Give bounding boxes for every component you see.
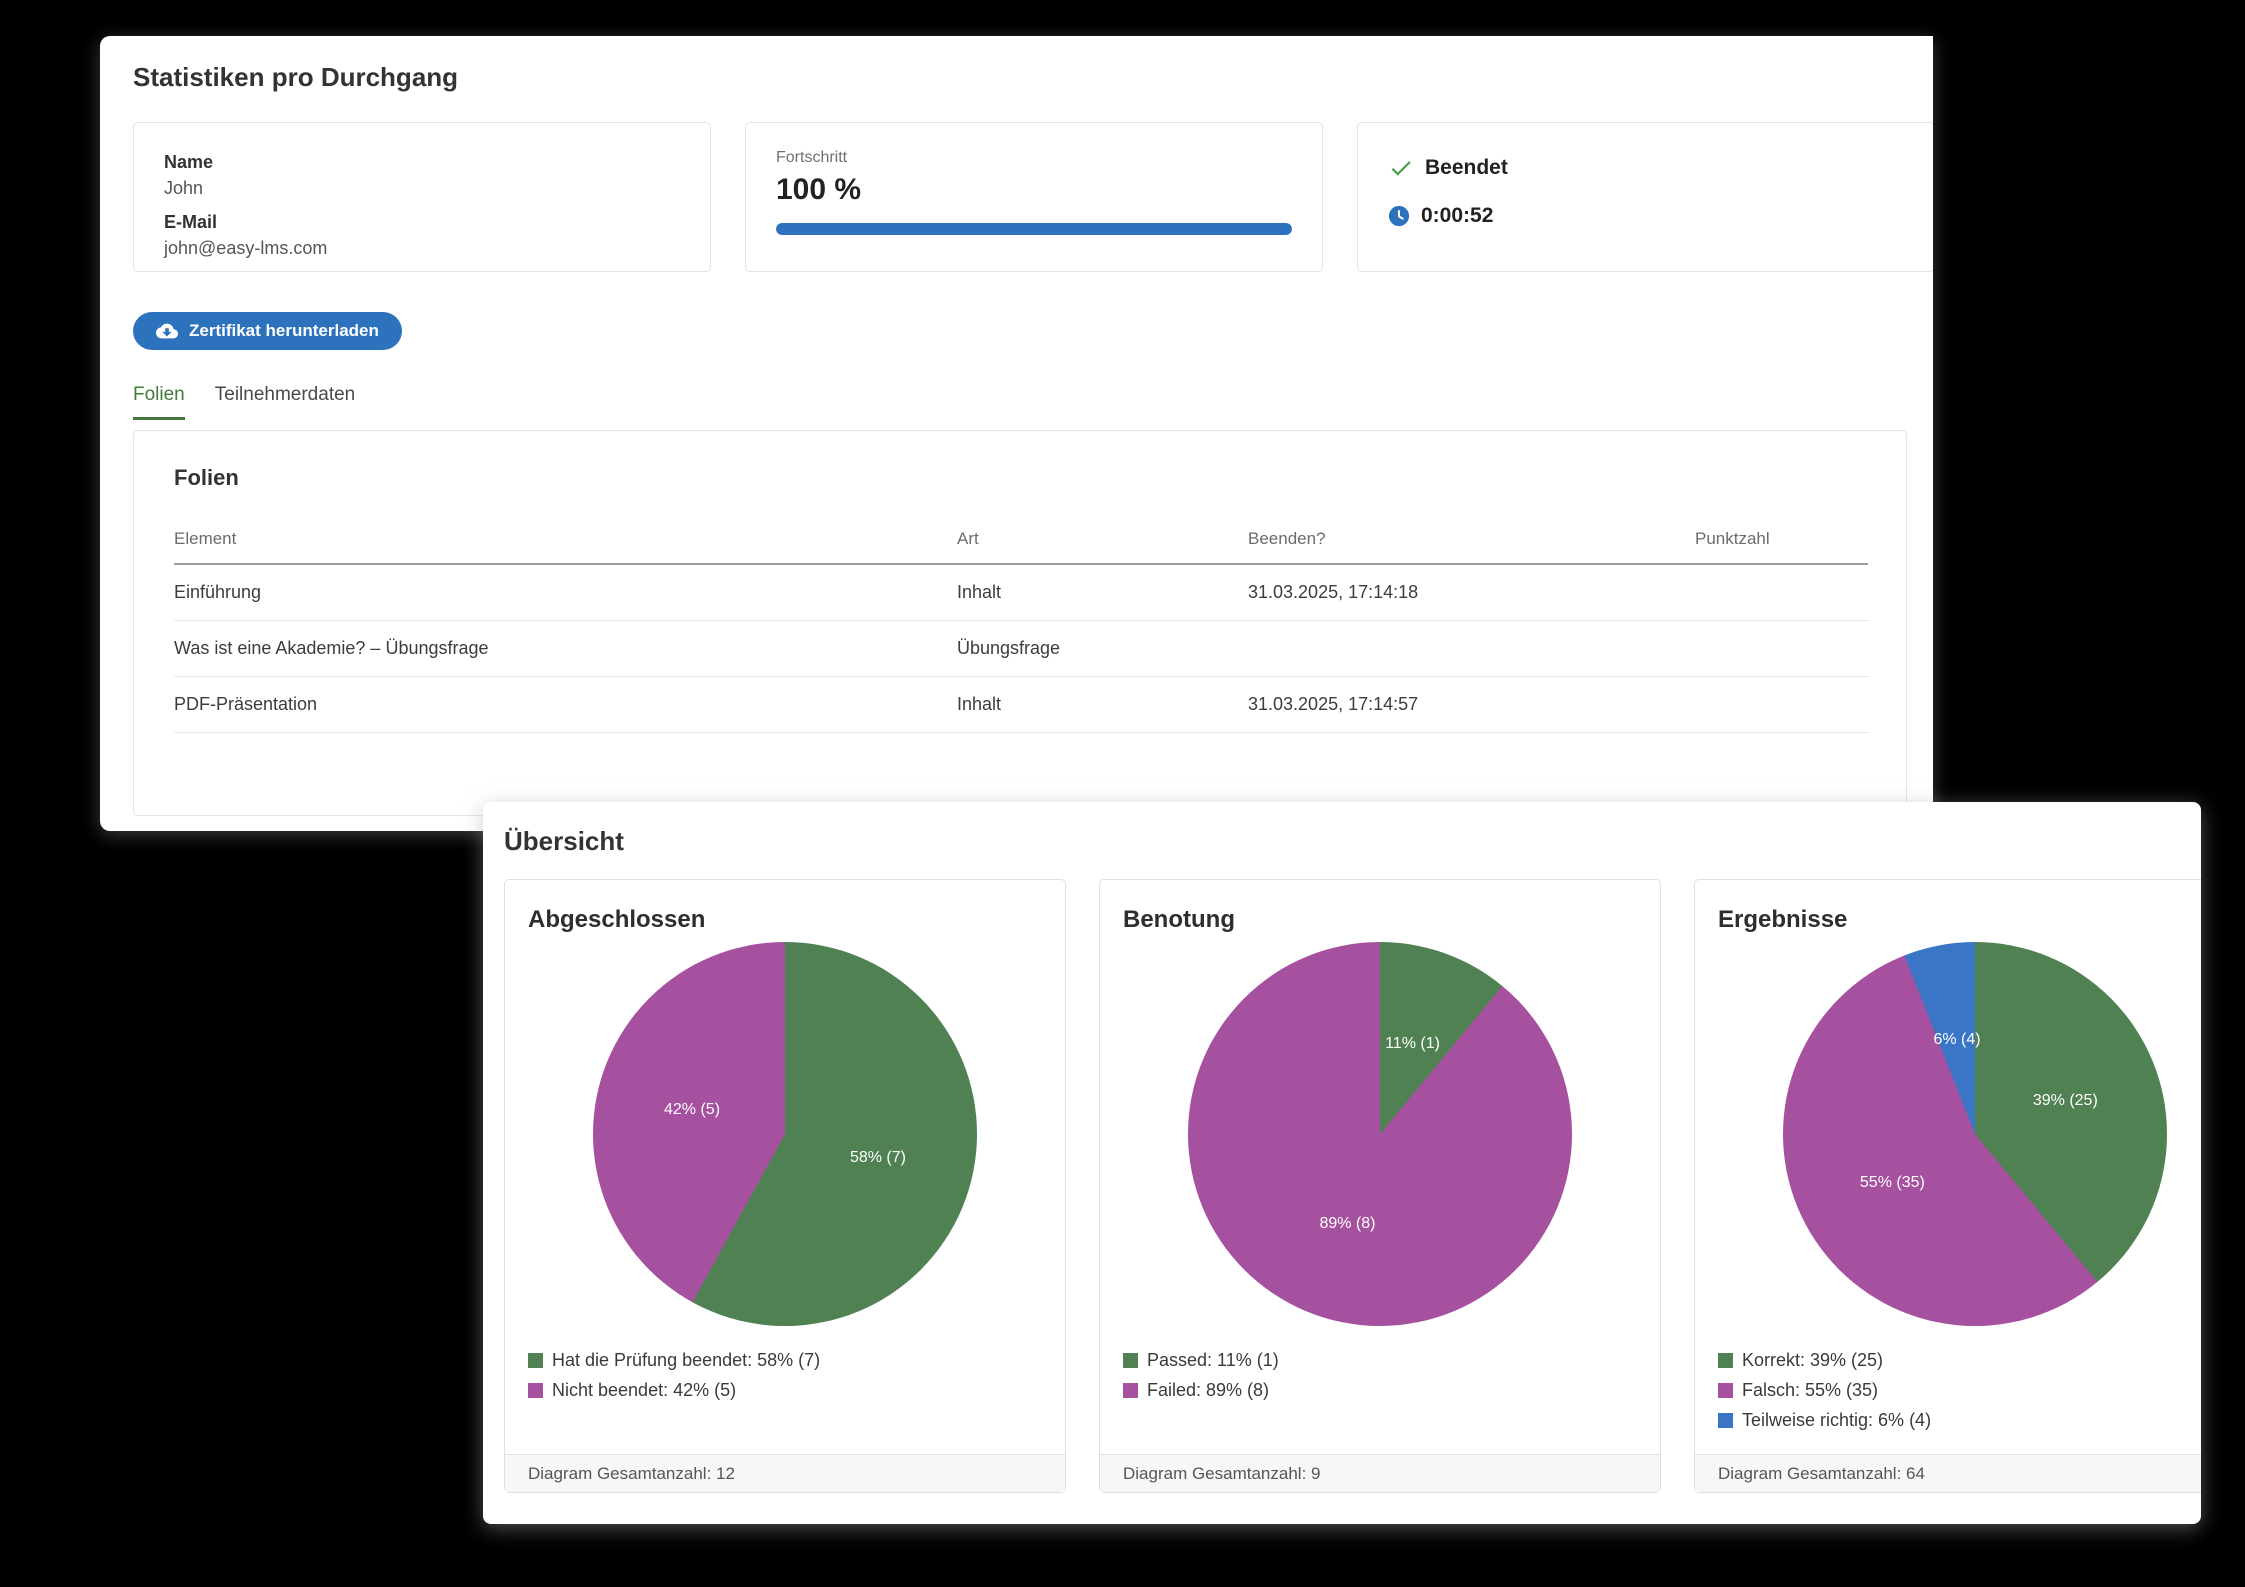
legend-swatch	[1123, 1353, 1138, 1368]
download-certificate-label: Zertifikat herunterladen	[189, 321, 379, 340]
pie-slice-label: 6% (4)	[1933, 1030, 1981, 1048]
info-cards-row: Name John E-Mail john@easy-lms.com Forts…	[133, 122, 1933, 272]
progress-bar-track	[776, 223, 1292, 235]
legend-swatch	[1718, 1353, 1733, 1368]
chart-title: Benotung	[1123, 906, 1235, 933]
tab-bar: Folien Teilnehmerdaten	[133, 384, 355, 420]
name-label: Name	[164, 152, 214, 172]
cell-art: Inhalt	[957, 676, 1248, 733]
legend-item: Nicht beendet: 42% (5)	[528, 1380, 820, 1401]
statistics-panel: Statistiken pro Durchgang Name John E-Ma…	[100, 36, 1933, 831]
progress-card: Fortschritt 100 %	[745, 122, 1323, 272]
table-header-row: Element Art Beenden? Punktzahl	[174, 517, 1868, 565]
legend-swatch	[528, 1383, 543, 1398]
chart-legend: Hat die Prüfung beendet: 58% (7) Nicht be…	[528, 1350, 820, 1401]
progress-value: 100 %	[776, 173, 862, 206]
chart-card-benotung: Benotung 11% (1) 89% (8) Passed: 11% (1) F…	[1099, 879, 1661, 1493]
column-header-beenden: Beenden?	[1248, 517, 1695, 565]
name-value: John	[164, 178, 204, 198]
pie-slice-label: 58% (7)	[849, 1148, 906, 1166]
cell-beenden: 31.03.2025, 17:14:57	[1248, 676, 1695, 733]
table-row: PDF-Präsentation Inhalt 31.03.2025, 17:1…	[174, 676, 1868, 733]
cell-art: Inhalt	[957, 564, 1248, 621]
cell-element: Was ist eine Akademie? – Übungsfrage	[174, 620, 957, 677]
legend-label: Falsch: 55% (35)	[1742, 1380, 1879, 1400]
cloud-download-icon	[156, 323, 178, 339]
status-card: Beendet 0:00:52	[1357, 122, 1933, 272]
user-info-card: Name John E-Mail john@easy-lms.com	[133, 122, 711, 272]
folien-table: Element Art Beenden? Punktzahl Einführun…	[174, 517, 1868, 733]
status-label: Beendet	[1425, 156, 1508, 179]
chart-title: Ergebnisse	[1718, 906, 1848, 933]
chart-card-ergebnisse: Ergebnisse 39% (25) 55% (35) 6% (4) Korrek…	[1694, 879, 2201, 1493]
legend-label: Teilweise richtig: 6% (4)	[1742, 1410, 1932, 1430]
cell-punktzahl	[1695, 676, 1868, 733]
legend-swatch	[1123, 1383, 1138, 1398]
time-value: 0:00:52	[1421, 204, 1494, 227]
legend-swatch	[1718, 1413, 1733, 1428]
legend-item: Failed: 89% (8)	[1123, 1380, 1279, 1401]
pie-slice-label: 39% (25)	[2032, 1092, 2098, 1110]
progress-label: Fortschritt	[776, 149, 848, 166]
legend-item: Falsch: 55% (35)	[1718, 1380, 1931, 1401]
download-certificate-button[interactable]: Zertifikat herunterladen	[133, 312, 402, 350]
chart-total-footer: Diagram Gesamtanzahl: 9	[1100, 1454, 1660, 1492]
time-spent-row: 0:00:52	[1388, 199, 1904, 233]
cell-art: Übungsfrage	[957, 620, 1248, 677]
chart-card-abgeschlossen: Abgeschlossen 58% (7) 42% (5) Hat die Prü…	[504, 879, 1066, 1493]
legend-swatch	[528, 1353, 543, 1368]
legend-label: Passed: 11% (1)	[1147, 1350, 1279, 1370]
legend-label: Nicht beendet: 42% (5)	[552, 1380, 737, 1400]
chart-total-footer: Diagram Gesamtanzahl: 64	[1695, 1454, 2201, 1492]
chart-cards-row: Abgeschlossen 58% (7) 42% (5) Hat die Prü…	[504, 879, 2201, 1493]
pie-chart: 39% (25) 55% (35) 6% (4)	[1783, 942, 2167, 1326]
folien-section: Folien Element Art Beenden? Punktzahl Ei…	[133, 430, 1907, 816]
legend-label: Korrekt: 39% (25)	[1742, 1350, 1884, 1370]
completion-status-row: Beendet	[1388, 151, 1904, 185]
chart-title: Abgeschlossen	[528, 906, 706, 933]
cell-element: Einführung	[174, 564, 957, 621]
legend-item: Teilweise richtig: 6% (4)	[1718, 1410, 1931, 1431]
check-icon	[1391, 161, 1411, 176]
legend-item: Passed: 11% (1)	[1123, 1350, 1279, 1371]
cell-punktzahl	[1695, 564, 1868, 621]
column-header-element: Element	[174, 517, 957, 565]
cell-punktzahl	[1695, 620, 1868, 677]
pie-chart: 58% (7) 42% (5)	[593, 942, 977, 1326]
legend-swatch	[1718, 1383, 1733, 1398]
table-row: Was ist eine Akademie? – Übungsfrage Übu…	[174, 620, 1868, 677]
progress-bar-fill	[776, 223, 1292, 235]
chart-total-footer: Diagram Gesamtanzahl: 12	[505, 1454, 1065, 1492]
cell-element: PDF-Präsentation	[174, 676, 957, 733]
table-row: Einführung Inhalt 31.03.2025, 17:14:18	[174, 564, 1868, 621]
overview-panel: Übersicht Abgeschlossen 58% (7) 42% (5) H…	[483, 802, 2201, 1524]
legend-item: Hat die Prüfung beendet: 58% (7)	[528, 1350, 820, 1371]
folien-section-title: Folien	[174, 465, 239, 490]
pie-slice-label: 11% (1)	[1385, 1034, 1440, 1052]
cell-beenden	[1248, 620, 1695, 677]
email-label: E-Mail	[164, 212, 218, 232]
overview-title: Übersicht	[504, 826, 624, 856]
chart-legend: Korrekt: 39% (25) Falsch: 55% (35) Teilwei…	[1718, 1350, 1931, 1431]
chart-legend: Passed: 11% (1) Failed: 89% (8)	[1123, 1350, 1279, 1401]
pie-slice-label: 42% (5)	[664, 1101, 721, 1119]
legend-label: Failed: 89% (8)	[1147, 1380, 1270, 1400]
column-header-art: Art	[957, 517, 1248, 565]
clock-icon	[1388, 205, 1410, 227]
tab-folien[interactable]: Folien	[133, 384, 185, 420]
column-header-punktzahl: Punktzahl	[1695, 517, 1868, 565]
pie-chart: 11% (1) 89% (8)	[1188, 942, 1572, 1326]
email-value: john@easy-lms.com	[164, 238, 328, 258]
cell-beenden: 31.03.2025, 17:14:18	[1248, 564, 1695, 621]
pie-slice-label: 55% (35)	[1859, 1173, 1925, 1191]
page-title: Statistiken pro Durchgang	[133, 62, 459, 92]
tab-teilnehmerdaten[interactable]: Teilnehmerdaten	[214, 384, 356, 405]
legend-item: Korrekt: 39% (25)	[1718, 1350, 1931, 1371]
legend-label: Hat die Prüfung beendet: 58% (7)	[552, 1350, 821, 1370]
pie-slice-label: 89% (8)	[1319, 1215, 1376, 1233]
